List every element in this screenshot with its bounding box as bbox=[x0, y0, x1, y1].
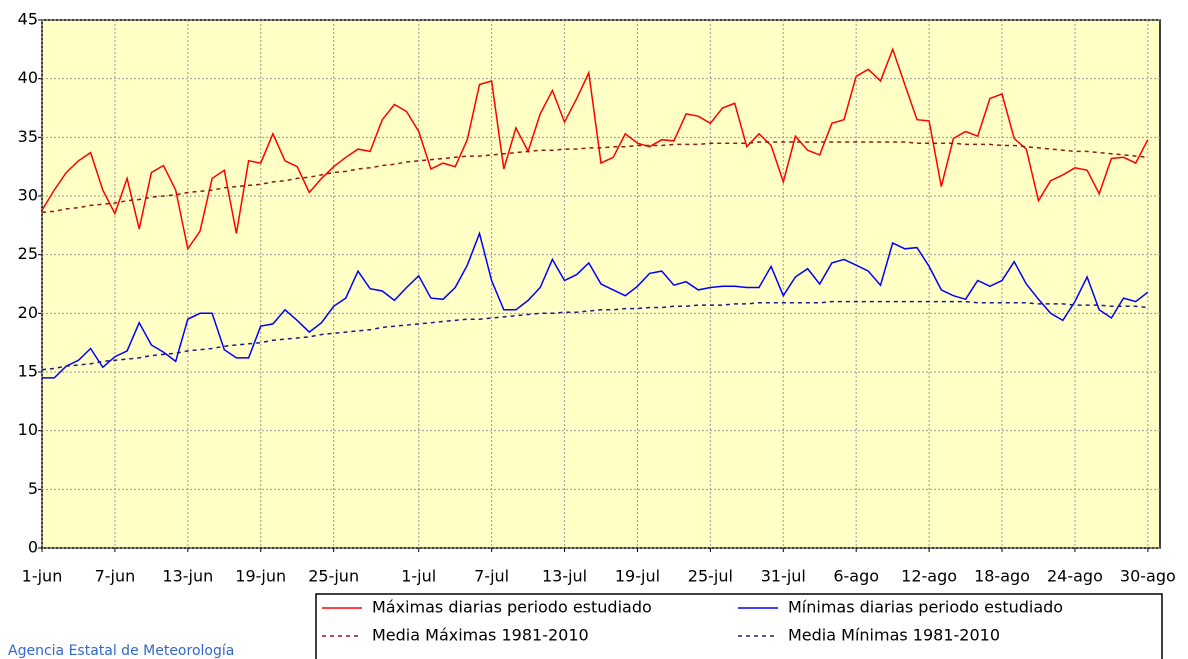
y-tick-label: 10 bbox=[18, 420, 38, 439]
source: Agencia Estatal de Meteorología bbox=[8, 643, 234, 659]
y-tick-label: 15 bbox=[18, 362, 38, 381]
x-tick-label: 12-ago bbox=[901, 567, 957, 586]
x-tick-label: 7-jun bbox=[95, 567, 136, 586]
x-tick-label: 6-ago bbox=[833, 567, 879, 586]
x-tick-label: 19-jul bbox=[615, 567, 660, 586]
x-tick-label: 1-jun bbox=[22, 567, 63, 586]
y-tick-label: 40 bbox=[18, 68, 38, 87]
legend-box bbox=[315, 593, 1163, 659]
series-line bbox=[42, 231, 1149, 379]
x-tick-label: 25-jul bbox=[688, 567, 733, 586]
x-tick-label: 18-ago bbox=[974, 567, 1030, 586]
y-tick-label: 30 bbox=[18, 186, 38, 205]
x-tick-label: 1-jul bbox=[401, 567, 436, 586]
legend-label: Media Mínimas 1981-2010 bbox=[788, 626, 1000, 645]
y-tick-label: 35 bbox=[18, 127, 38, 146]
legend-label: Mínimas diarias periodo estudiado bbox=[788, 598, 1063, 617]
x-tick-label: 13-jul bbox=[542, 567, 587, 586]
y-tick-label: 20 bbox=[18, 303, 38, 322]
x-tick-label: 19-jun bbox=[235, 567, 286, 586]
series-line bbox=[41, 47, 1149, 251]
y-tick-label: 25 bbox=[18, 244, 38, 263]
legend-label: Máximas diarias periodo estudiado bbox=[372, 598, 652, 617]
x-tick-label: 31-jul bbox=[761, 567, 806, 586]
y-tick-label: 5 bbox=[28, 479, 38, 498]
x-tick-label: 30-ago bbox=[1120, 567, 1176, 586]
legend-label: Media Máximas 1981-2010 bbox=[372, 626, 589, 645]
y-tick-label: 0 bbox=[28, 538, 38, 557]
x-tick-label: 25-jun bbox=[308, 567, 359, 586]
y-tick-label: 45 bbox=[18, 10, 38, 29]
x-tick-label: 7-jul bbox=[474, 567, 509, 586]
x-tick-label: 13-jun bbox=[162, 567, 213, 586]
x-tick-label: 24-ago bbox=[1047, 567, 1103, 586]
series-line bbox=[41, 300, 1148, 371]
series-line bbox=[41, 141, 1148, 214]
